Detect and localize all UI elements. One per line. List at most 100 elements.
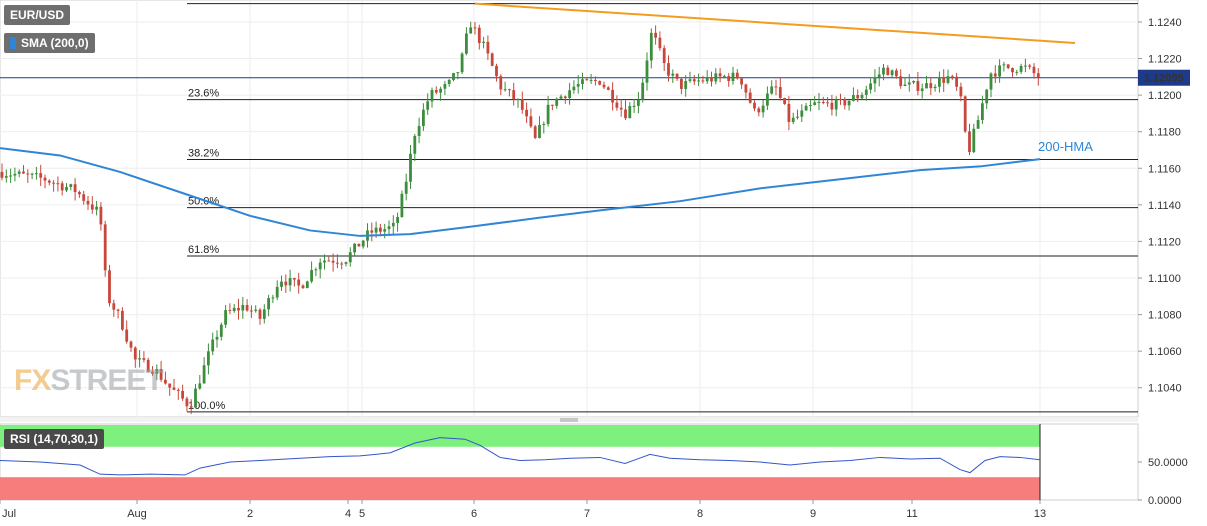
candle-body [929, 83, 933, 89]
fxstreet-watermark: FXSTREET [14, 364, 164, 398]
x-tick-label: 6 [471, 508, 477, 520]
candle-body [882, 67, 885, 75]
y-tick-label: 1.1140 [1148, 200, 1181, 212]
candle-body [972, 128, 976, 153]
candle-body [770, 86, 774, 94]
candle-body [138, 358, 141, 360]
candle-body [340, 263, 344, 265]
candle-body [912, 80, 915, 83]
candle-body [301, 285, 305, 289]
candle-body [357, 243, 361, 247]
candle-body [817, 101, 821, 103]
candle-body [181, 390, 184, 399]
candle-body [90, 204, 94, 210]
candle-body [546, 104, 550, 125]
x-tick-label: 8 [697, 508, 703, 520]
main-y-axis: 1.1240 1.1220 1.1200 1.1180 1.1160 1.1140 1.11… [1138, 17, 1182, 395]
candle-body [125, 329, 129, 342]
sma-label-text: SMA (200,0) [21, 36, 89, 50]
candle-body [310, 270, 313, 282]
panel-divider[interactable] [0, 417, 1138, 422]
candle-body [473, 27, 477, 29]
y-tick-label: 1.1080 [1148, 310, 1182, 322]
candle-body [877, 74, 881, 78]
candle-body [56, 183, 60, 185]
candle-body [271, 297, 275, 299]
candle-body [22, 171, 25, 174]
candle-body [529, 116, 533, 127]
candle-body [920, 88, 924, 92]
y-tick-label: 1.1240 [1148, 17, 1182, 29]
candle-body [796, 116, 799, 118]
candle-body [254, 309, 258, 311]
candle-body [69, 184, 73, 188]
candle-body [400, 193, 404, 218]
candle-body [826, 102, 829, 104]
x-tick-label: 7 [584, 508, 590, 520]
candle-body [194, 388, 197, 408]
candle-body [555, 98, 559, 106]
current-price-tag-bg [1138, 69, 1190, 86]
y-tick-label: 1.1220 [1148, 54, 1182, 66]
x-tick-label: 2 [247, 508, 253, 520]
candle-body [697, 80, 700, 82]
candle-body [82, 194, 86, 201]
rsi-oversold-zone [0, 477, 1040, 500]
fib-label: 61.8% [188, 244, 219, 256]
pair-label: EUR/USD [4, 5, 71, 25]
candle-body [129, 341, 133, 348]
candle-body [1011, 68, 1014, 73]
candle-body [963, 96, 967, 132]
rsi-bands [0, 424, 1041, 500]
candle-body [336, 262, 339, 264]
candle-body [757, 108, 761, 113]
candle-body [645, 60, 649, 83]
candle-body [116, 309, 120, 311]
candle-body [886, 67, 890, 76]
rsi-y-tick-label: 50.0000 [1148, 457, 1188, 469]
candle-body [675, 73, 679, 79]
candle-body [959, 86, 963, 97]
candle-body [512, 90, 516, 100]
candle-body [942, 77, 946, 83]
candle-body [413, 135, 417, 154]
candle-body [112, 303, 116, 310]
candle-body [73, 184, 77, 193]
candle-body [434, 89, 438, 93]
candle-body [52, 182, 55, 184]
candle-body [602, 84, 606, 88]
candle-body [219, 324, 223, 337]
candle-body [250, 310, 253, 312]
candle-body [563, 96, 567, 99]
candle-body [344, 262, 348, 264]
candle-body [998, 65, 1001, 77]
candle-body [211, 339, 215, 352]
candle-body [946, 76, 950, 83]
candle-body [404, 181, 408, 194]
y-tick-label: 1.1160 [1148, 163, 1181, 175]
candle-body [581, 79, 584, 85]
candle-body [843, 99, 847, 106]
candle-body [348, 252, 352, 263]
candle-body [907, 82, 911, 85]
overlays: 200-HMA [0, 2, 1093, 237]
candle-body [499, 76, 503, 90]
candle-body [989, 73, 993, 90]
candle-body [637, 99, 640, 106]
sma-color-swatch [10, 37, 16, 49]
candle-body [542, 124, 546, 126]
candle-body [821, 101, 825, 103]
candle-body [189, 406, 193, 408]
candle-body [723, 76, 726, 78]
fib-label: 100.0% [188, 400, 226, 412]
candle-body [594, 79, 597, 81]
y-tick-label: 1.1040 [1148, 383, 1182, 395]
x-tick-label: 11 [906, 508, 917, 520]
candle-body [241, 304, 245, 311]
candle-body [899, 76, 903, 86]
candle-body [611, 89, 614, 103]
candle-body [228, 310, 232, 312]
candle-body [503, 89, 507, 91]
candle-body [873, 77, 877, 84]
candle-body [447, 79, 451, 85]
